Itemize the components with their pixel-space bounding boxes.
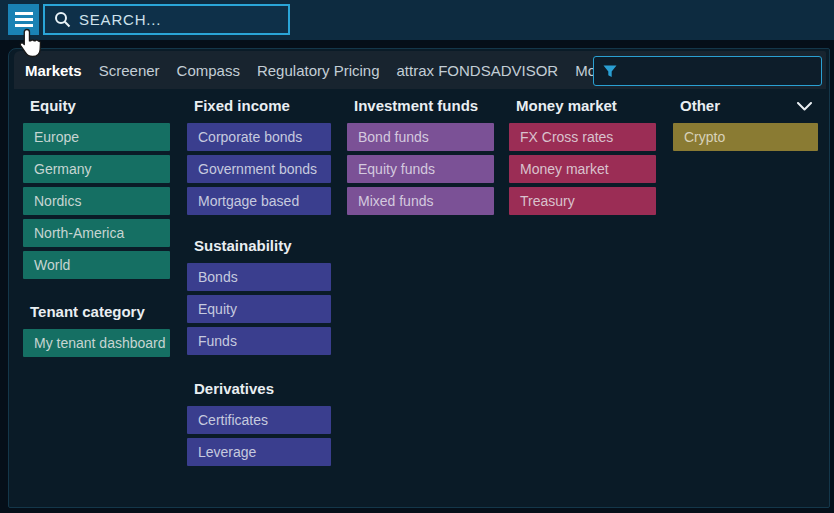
search-icon <box>54 11 71 28</box>
filter-icon <box>603 65 617 78</box>
section-title-other: Other <box>680 97 818 115</box>
menu-column-fixed-income: Fixed income Corporate bonds Government … <box>187 89 331 470</box>
menu-item-certificates[interactable]: Certificates <box>187 406 331 434</box>
hamburger-icon <box>15 18 33 21</box>
section-title-investment-funds: Investment funds <box>354 97 494 115</box>
menu-item-treasury[interactable]: Treasury <box>509 187 656 215</box>
menu-column-other: Other Crypto <box>673 89 818 155</box>
menu-item-crypto[interactable]: Crypto <box>673 123 818 151</box>
filter-input[interactable] <box>623 63 821 79</box>
menu-item-equity-funds[interactable]: Equity funds <box>347 155 494 183</box>
tab-compass[interactable]: Compass <box>175 58 242 83</box>
hamburger-icon <box>15 24 33 27</box>
menu-item-corporate-bonds[interactable]: Corporate bonds <box>187 123 331 151</box>
menu-column-investment-funds: Investment funds Bond funds Equity funds… <box>347 89 494 219</box>
menu-item-north-america[interactable]: North-America <box>23 219 170 247</box>
section-title-equity: Equity <box>30 97 170 115</box>
global-search-field[interactable] <box>43 4 290 35</box>
menu-item-nordics[interactable]: Nordics <box>23 187 170 215</box>
tab-attrax-fondsadvisor[interactable]: attrax FONDSADVISOR <box>395 58 561 83</box>
hamburger-menu-button[interactable] <box>8 4 39 35</box>
chevron-down-icon[interactable] <box>797 102 812 111</box>
section-title-tenant-category: Tenant category <box>30 303 170 321</box>
search-input[interactable] <box>79 11 288 28</box>
menu-item-sustainability-bonds[interactable]: Bonds <box>187 263 331 291</box>
menu-item-leverage[interactable]: Leverage <box>187 438 331 466</box>
tab-regulatory-pricing[interactable]: Regulatory Pricing <box>255 58 382 83</box>
markets-mega-menu-panel: Markets Screener Compass Regulatory Pric… <box>8 48 830 508</box>
section-title-fixed-income: Fixed income <box>194 97 331 115</box>
menu-item-fx-cross-rates[interactable]: FX Cross rates <box>509 123 656 151</box>
app-window: { "topbar": { "search_placeholder": "SEA… <box>0 0 834 513</box>
menu-item-europe[interactable]: Europe <box>23 123 170 151</box>
menu-item-bond-funds[interactable]: Bond funds <box>347 123 494 151</box>
menu-item-germany[interactable]: Germany <box>23 155 170 183</box>
other-label: Other <box>680 97 720 115</box>
topbar <box>0 0 834 40</box>
hamburger-icon <box>15 12 33 15</box>
section-title-sustainability: Sustainability <box>194 237 331 255</box>
menu-item-mortgage-based[interactable]: Mortgage based <box>187 187 331 215</box>
menu-item-sustainability-funds[interactable]: Funds <box>187 327 331 355</box>
section-title-derivatives: Derivatives <box>194 380 331 398</box>
nav-tabs-row: Markets Screener Compass Regulatory Pric… <box>14 51 826 89</box>
menu-column-equity: Equity Europe Germany Nordics North-Amer… <box>23 89 170 361</box>
menu-item-sustainability-equity[interactable]: Equity <box>187 295 331 323</box>
section-title-money-market: Money market <box>516 97 656 115</box>
menu-item-world[interactable]: World <box>23 251 170 279</box>
filter-field[interactable] <box>593 56 822 86</box>
tab-screener[interactable]: Screener <box>97 58 162 83</box>
menu-item-money-market[interactable]: Money market <box>509 155 656 183</box>
menu-item-government-bonds[interactable]: Government bonds <box>187 155 331 183</box>
menu-column-money-market: Money market FX Cross rates Money market… <box>509 89 656 219</box>
tab-markets[interactable]: Markets <box>23 58 84 83</box>
menu-item-mixed-funds[interactable]: Mixed funds <box>347 187 494 215</box>
menu-item-my-tenant-dashboard[interactable]: My tenant dashboard <box>23 329 170 357</box>
